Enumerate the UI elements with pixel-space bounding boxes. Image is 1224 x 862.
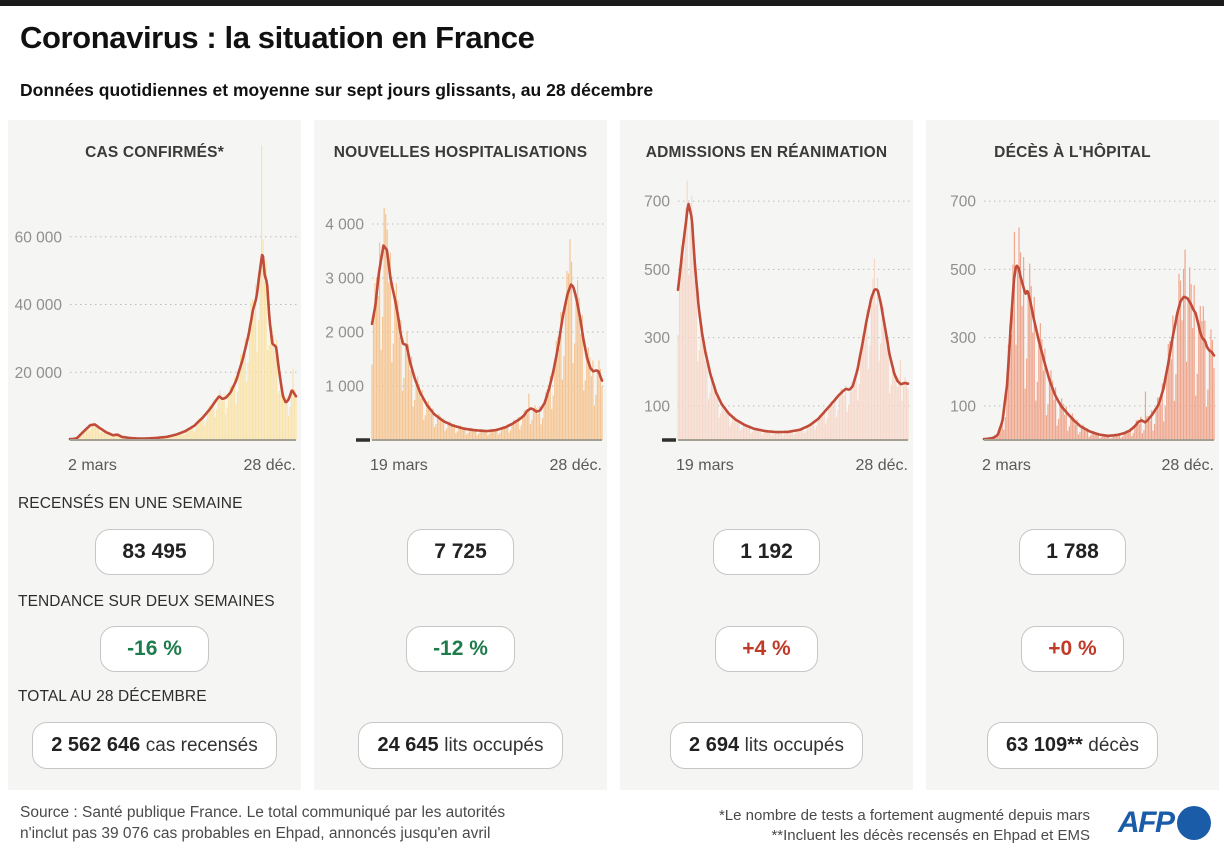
svg-text:40 000: 40 000 [15,297,63,314]
week-count-pill: 7 725 [407,529,514,576]
trend-pill: +4 % [715,626,818,673]
svg-text:3 000: 3 000 [325,271,364,288]
total-suffix: lits occupés [744,735,844,756]
svg-text:500: 500 [644,262,670,279]
svg-text:700: 700 [950,194,976,211]
chart-svg-4: 100 300 500 700 2 mars 28 déc. [950,194,1216,474]
total-number: 2 562 646 [51,734,141,756]
svg-text:300: 300 [950,330,976,347]
chart-svg-2: 1 000 2 000 3 000 4 000 19 mars 28 déc. [325,207,604,474]
page-title: Coronavirus : la situation en France [20,20,535,55]
svg-text:700: 700 [644,194,670,211]
trend-pill: -16 % [100,626,209,673]
trend-pill: +0 % [1021,626,1124,673]
afp-circle-icon [1176,806,1211,840]
label-week-count: RECENSÉS EN UNE SEMAINE [18,495,243,512]
svg-text:1 000: 1 000 [325,379,364,396]
total-number: 63 109** [1005,734,1083,756]
afp-logo-text: AFP [1118,806,1175,839]
svg-text:2 mars: 2 mars [982,457,1031,474]
panel-nouvelles-hospitalisations: NOUVELLES HOSPITALISATIONS 1 000 2 000 3 0… [314,120,607,790]
week-count-pill: 1 788 [1019,529,1126,576]
svg-text:2 000: 2 000 [325,325,364,342]
total-pill: 63 109** décès [986,722,1158,769]
chart-title-hospitalisations: NOUVELLES HOSPITALISATIONS [333,144,588,161]
svg-text:500: 500 [950,262,976,279]
total-pill: 24 645 lits occupés [358,722,563,769]
total-number: 24 645 [377,734,439,756]
svg-text:19 mars: 19 mars [370,457,428,474]
source-line-2: n'inclut pas 39 076 cas probables en Ehp… [20,825,491,842]
source-note: Source : Santé publique France. Le total… [20,802,505,844]
chart-title-deces: DÉCÈS À L'HÔPITAL [994,144,1151,161]
footnotes: *Le nombre de tests a fortement augmenté… [719,806,1090,846]
total-number: 2 694 [689,734,740,756]
panel-cas-confirmes: CAS CONFIRMÉS* 20 000 40 000 60 000 2 mars 2… [8,120,301,790]
svg-text:28 déc.: 28 déc. [244,457,296,474]
source-line-1: Source : Santé publique France. Le total… [20,804,506,821]
total-suffix: cas recensés [145,735,258,756]
chart-title-reanimation: ADMISSIONS EN RÉANIMATION [645,144,888,161]
svg-text:100: 100 [950,398,976,415]
total-pill: 2 694 lits occupés [670,722,863,769]
chart-svg-3: 100 300 500 700 19 mars 28 déc. [644,180,910,474]
label-two-week-trend: TENDANCE SUR DEUX SEMAINES [18,593,275,610]
svg-text:100: 100 [644,398,670,415]
svg-text:4 000: 4 000 [325,217,364,234]
chart-title-cas-confirmes: CAS CONFIRMÉS* [85,144,224,161]
label-total: TOTAL AU 28 DÉCEMBRE [18,688,207,705]
page-subtitle: Données quotidiennes et moyenne sur sept… [20,80,654,100]
total-suffix: décès [1088,735,1139,756]
svg-text:60 000: 60 000 [15,229,63,246]
panel-deces-hopital: DÉCÈS À L'HÔPITAL 100 300 500 700 2 mars 28 d… [926,120,1219,790]
footnote-ehpad: **Incluent les décès recensés en Ehpad e… [771,827,1090,844]
top-black-bar [0,0,1224,6]
svg-text:20 000: 20 000 [15,365,63,382]
total-pill: 2 562 646 cas recensés [32,722,277,769]
svg-text:28 déc.: 28 déc. [1162,457,1214,474]
svg-text:2 mars: 2 mars [68,457,117,474]
trend-pill: -12 % [406,626,515,673]
total-suffix: lits occupés [444,735,544,756]
svg-text:300: 300 [644,330,670,347]
chart-svg-1: 20 000 40 000 60 000 2 mars 28 déc. [15,145,298,474]
week-count-pill: 1 192 [713,529,820,576]
svg-text:28 déc.: 28 déc. [856,457,908,474]
svg-text:28 déc.: 28 déc. [550,457,602,474]
footnote-tests: *Le nombre de tests a fortement augmenté… [718,807,1090,824]
svg-text:19 mars: 19 mars [676,457,734,474]
panel-admissions-reanimation: ADMISSIONS EN RÉANIMATION 100 300 500 700 19… [620,120,913,790]
afp-logo: AFP [1118,806,1211,840]
week-count-pill: 83 495 [95,529,214,576]
